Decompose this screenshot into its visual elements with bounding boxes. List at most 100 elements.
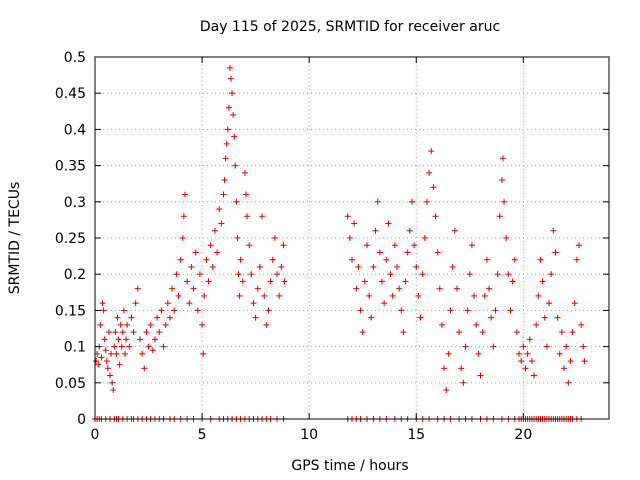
y-tick-label: 0.5 [64,50,86,66]
data-point [192,249,199,256]
data-point [143,329,150,336]
data-point [580,343,587,350]
data-point [180,213,187,220]
data-point [486,285,493,292]
data-point [509,278,516,285]
data-point [426,169,433,176]
data-point [232,162,239,169]
data-point [181,191,188,198]
data-point [145,343,152,350]
data-point [353,285,360,292]
data-point [561,365,568,372]
data-point [533,321,540,328]
data-point [434,249,441,256]
data-point [503,235,510,241]
data-point [201,292,208,299]
data-point [263,321,270,328]
data-point [226,64,233,71]
data-point [274,271,281,278]
data-point [411,242,418,249]
data-point [162,321,169,328]
data-point [200,350,207,357]
x-axis-label: GPS time / hours [291,458,408,474]
data-point [116,361,123,368]
data-point [404,249,411,256]
y-tick-label: 0.2 [64,267,86,283]
data-point [276,292,283,299]
data-point [441,365,448,372]
data-point [123,336,130,343]
data-point [194,307,201,314]
data-point [130,329,137,336]
data-point [368,314,375,321]
data-point [398,307,405,314]
x-tick-label: 20 [514,427,532,443]
x-tick-label: 5 [198,427,207,443]
data-point [351,220,358,227]
data-point [261,292,268,299]
data-point [119,329,126,336]
data-point [524,350,531,357]
data-point [376,249,383,256]
data-point [246,242,253,249]
data-point [248,271,255,278]
data-point [501,198,508,205]
data-point [558,329,565,336]
data-point [115,336,122,343]
data-point [205,278,212,285]
data-point [408,198,415,205]
data-point [117,321,124,328]
data-point [432,213,439,220]
data-point [111,343,118,350]
data-point [569,329,576,336]
data-point [477,372,484,379]
data-point [126,343,133,350]
data-point [188,263,195,270]
data-point [419,271,426,278]
data-point [234,235,241,241]
data-point [97,321,104,328]
chart-title: Day 115 of 2025, SRMTID for receiver aru… [200,19,500,35]
data-point [254,285,261,292]
data-point [141,365,148,372]
data-point [361,278,368,285]
data-point [184,278,191,285]
data-point [221,177,228,184]
data-point [222,155,229,162]
data-point [128,314,135,321]
data-point [359,329,366,336]
data-point [464,307,471,314]
data-point [449,263,456,270]
y-tick-label: 0.45 [55,86,86,102]
data-point [565,379,572,386]
data-point [381,300,388,307]
data-point [225,104,232,111]
data-point [494,271,501,278]
y-tick-label: 0.35 [55,159,86,175]
plot-frame [94,56,610,420]
data-point [383,256,390,263]
data-point [520,343,527,350]
data-point [372,227,379,234]
data-point [428,148,435,155]
data-point [239,278,246,285]
data-point [171,307,178,314]
data-point [120,307,127,314]
data-point [554,314,561,321]
data-point [220,191,227,198]
data-point [110,387,117,394]
data-point [233,198,240,205]
data-point [281,278,288,285]
data-point [156,329,163,336]
data-point [460,379,467,386]
data-point [231,133,238,140]
data-point [196,271,203,278]
data-point [387,271,394,278]
data-point [513,329,520,336]
data-point [355,263,362,270]
data-point [370,263,377,270]
data-point [242,191,249,198]
data-point [417,314,424,321]
y-axis-label: SRMTID / TECUs [7,182,23,295]
